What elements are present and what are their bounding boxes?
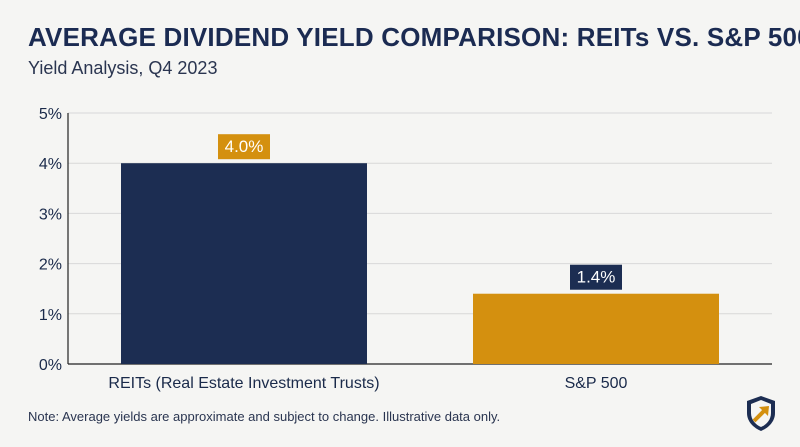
y-tick-label: 2%	[39, 257, 62, 274]
x-tick-label: REITs (Real Estate Investment Trusts)	[108, 375, 379, 392]
chart-subtitle: Yield Analysis, Q4 2023	[28, 58, 218, 78]
y-tick-label: 3%	[39, 206, 62, 223]
data-label-box	[570, 264, 622, 290]
shield-arrow-icon	[747, 396, 775, 431]
data-label: 4.0%	[225, 137, 264, 156]
data-label: 1.4%	[577, 268, 616, 287]
bar	[473, 293, 719, 364]
y-tick-label: 1%	[39, 307, 62, 324]
footnote: Note: Average yields are approximate and…	[28, 409, 501, 424]
chart-title: AVERAGE DIVIDEND YIELD COMPARISON: REITs…	[28, 22, 800, 52]
y-tick-label: 0%	[39, 357, 62, 374]
bar	[121, 163, 367, 364]
x-tick-label: S&P 500	[565, 375, 628, 392]
y-tick-label: 4%	[39, 156, 62, 173]
y-tick-label: 5%	[39, 106, 62, 123]
data-label-box	[218, 134, 270, 160]
